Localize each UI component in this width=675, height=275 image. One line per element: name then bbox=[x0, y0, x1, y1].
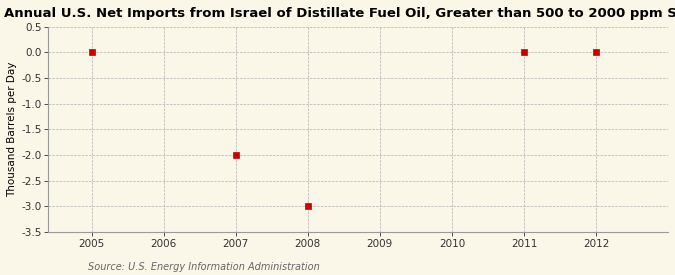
Text: Source: U.S. Energy Information Administration: Source: U.S. Energy Information Administ… bbox=[88, 262, 319, 272]
Title: Annual U.S. Net Imports from Israel of Distillate Fuel Oil, Greater than 500 to : Annual U.S. Net Imports from Israel of D… bbox=[4, 7, 675, 20]
Y-axis label: Thousand Barrels per Day: Thousand Barrels per Day bbox=[7, 62, 17, 197]
